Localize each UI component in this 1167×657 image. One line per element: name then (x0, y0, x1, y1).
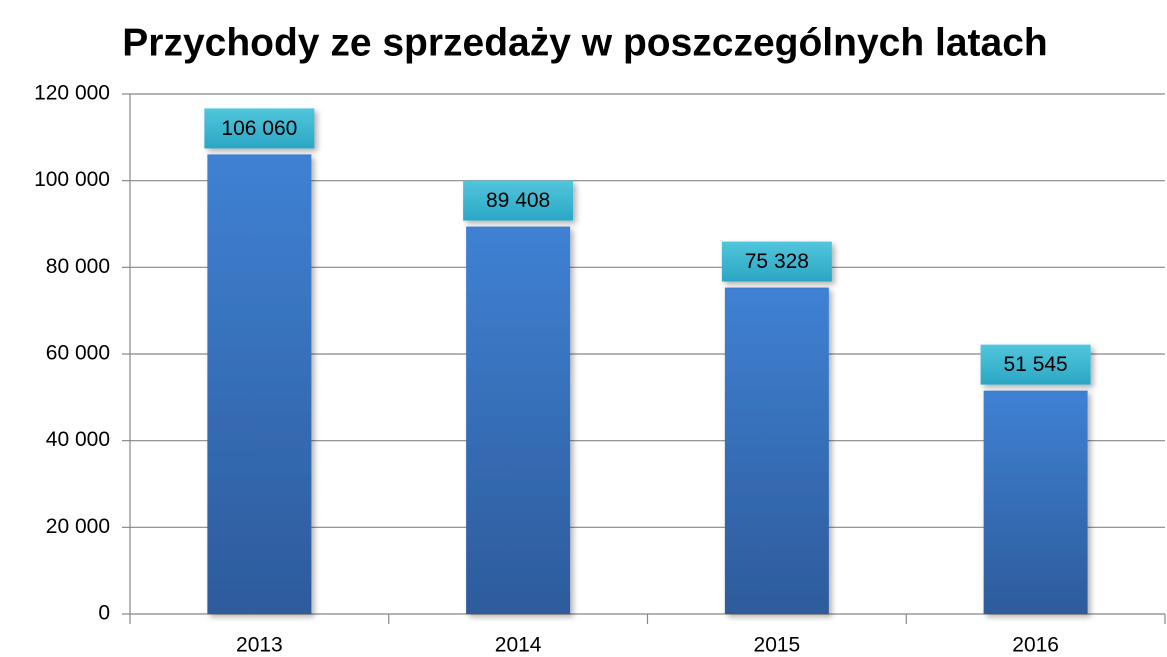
data-label-box (721, 241, 832, 282)
y-tick-label: 40 000 (46, 428, 110, 451)
data-label: 75 328 (745, 250, 809, 273)
y-tick-label: 80 000 (46, 255, 110, 278)
bar (207, 154, 312, 614)
x-tick-label: 2013 (236, 634, 283, 657)
y-tick-label: 60 000 (46, 342, 110, 365)
data-label: 51 545 (1004, 353, 1068, 376)
y-tick-label: 120 000 (34, 82, 110, 105)
data-label-box (463, 180, 574, 221)
data-label: 106 060 (221, 117, 297, 140)
y-tick-label: 0 (98, 602, 110, 625)
x-tick-label: 2016 (1012, 634, 1059, 657)
x-tick-label: 2015 (754, 634, 801, 657)
bar (983, 390, 1088, 614)
data-label: 89 408 (486, 189, 550, 212)
bar (724, 287, 829, 614)
bar (466, 226, 571, 614)
data-label-box (980, 344, 1091, 385)
x-tick-label: 2014 (495, 634, 542, 657)
chart-title: Przychody ze sprzedaży w poszczególnych … (122, 21, 1047, 64)
y-tick-label: 100 000 (34, 168, 110, 191)
data-label-box (204, 108, 315, 149)
y-tick-label: 20 000 (46, 515, 110, 538)
